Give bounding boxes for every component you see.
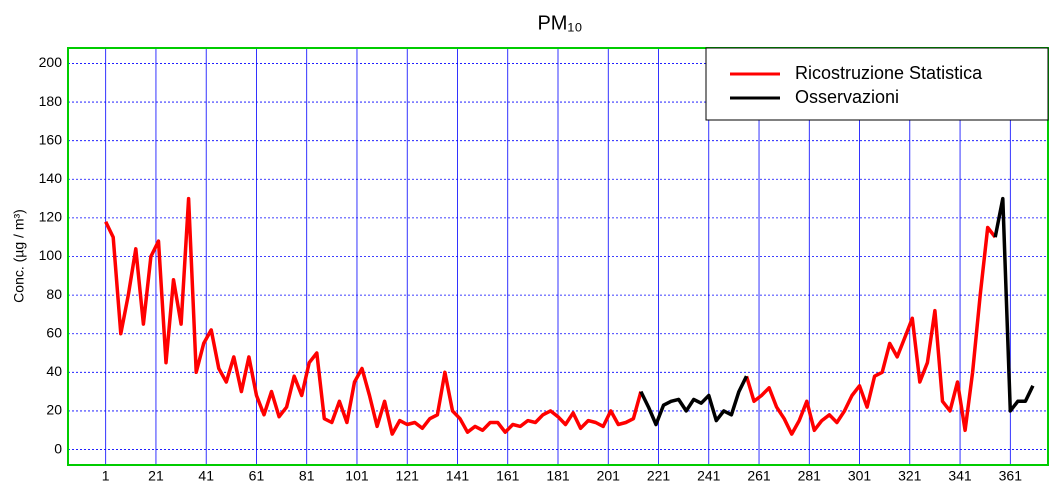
y-tick-label: 180 <box>39 93 63 109</box>
legend-label: Osservazioni <box>795 87 899 107</box>
y-tick-label: 120 <box>39 209 63 225</box>
x-tick-label: 1 <box>102 468 110 484</box>
x-tick-label: 81 <box>299 468 315 484</box>
legend-label: Ricostruzione Statistica <box>795 63 983 83</box>
y-tick-label: 20 <box>46 402 62 418</box>
x-tick-label: 101 <box>345 468 369 484</box>
y-tick-label: 0 <box>54 440 62 456</box>
x-tick-label: 361 <box>999 468 1023 484</box>
y-tick-label: 100 <box>39 247 63 263</box>
x-tick-label: 201 <box>597 468 621 484</box>
x-tick-label: 141 <box>446 468 470 484</box>
x-tick-label: 261 <box>747 468 771 484</box>
x-tick-label: 61 <box>249 468 265 484</box>
x-tick-label: 21 <box>148 468 164 484</box>
y-tick-label: 160 <box>39 131 63 147</box>
chart-title: PM₁₀ <box>537 12 582 34</box>
y-tick-label: 40 <box>46 363 62 379</box>
data-line <box>639 196 1035 427</box>
x-tick-label: 41 <box>198 468 214 484</box>
y-tick-label: 60 <box>46 324 62 340</box>
x-tick-label: 121 <box>396 468 420 484</box>
x-tick-label: 161 <box>496 468 520 484</box>
data-line <box>104 196 997 436</box>
y-tick-label: 140 <box>39 170 63 186</box>
y-tick-label: 80 <box>46 286 62 302</box>
x-tick-label: 281 <box>798 468 822 484</box>
legend-box <box>705 47 1049 121</box>
x-tick-label: 301 <box>848 468 872 484</box>
x-tick-label: 241 <box>697 468 721 484</box>
y-tick-label: 200 <box>39 54 63 70</box>
x-tick-label: 341 <box>948 468 972 484</box>
x-tick-label: 181 <box>546 468 570 484</box>
y-axis-label: Conc. (µg / m³) <box>11 209 27 303</box>
x-tick-label: 321 <box>898 468 922 484</box>
x-tick-label: 221 <box>647 468 671 484</box>
plot-border <box>67 47 1049 466</box>
